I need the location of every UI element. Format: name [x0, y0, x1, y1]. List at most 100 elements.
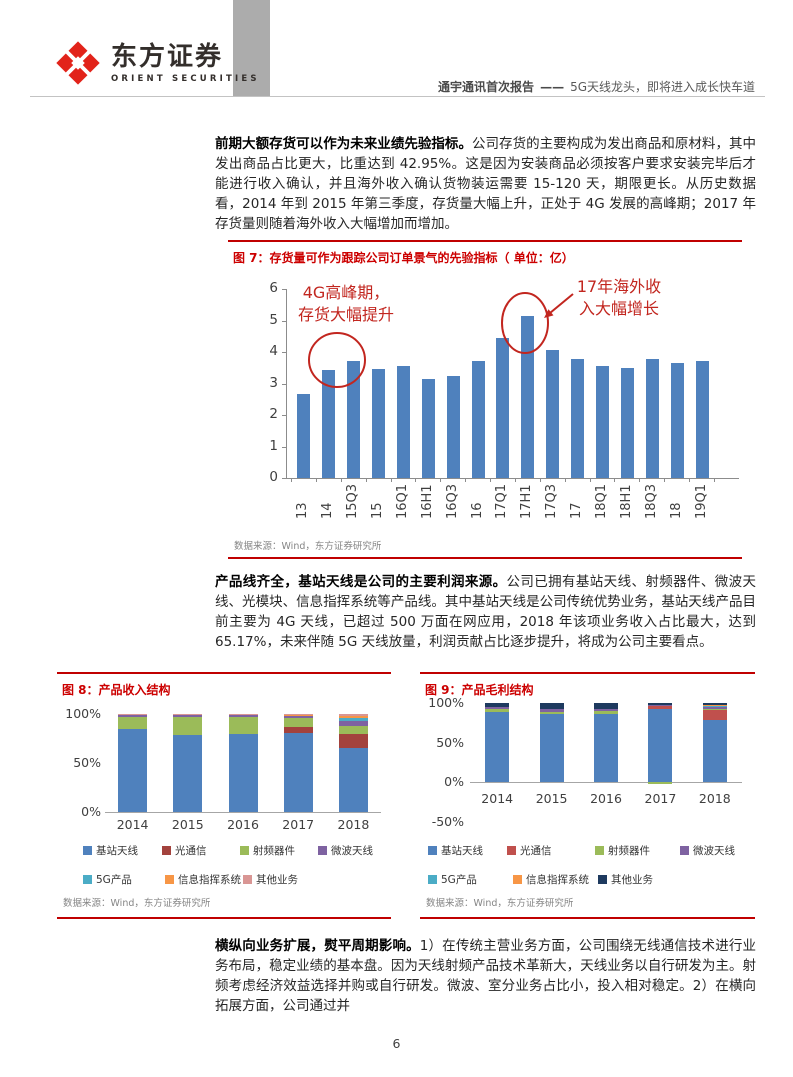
segment-基站天线 [539, 714, 564, 782]
x-tick-label: 17Q1 [494, 484, 510, 520]
y-tick [282, 289, 286, 290]
segment-基站天线 [594, 714, 619, 782]
x-tick-label: 18H1 [619, 484, 635, 520]
x-tick-label: 2016 [590, 791, 622, 806]
paragraph-text: 1）在传统主营业务方面，公司围绕无线通信技术进行业务布局，稳定业绩的基本盘。因为… [215, 938, 757, 1014]
y-tick-label: 0% [81, 804, 101, 819]
figure9-source: 数据来源：Wind，东方证券研究所 [426, 898, 574, 909]
bar-slot [665, 362, 690, 478]
stack-slot-2018 [326, 714, 381, 812]
x-slot: 15Q3 [340, 484, 365, 519]
x-tick-label: 2015 [171, 817, 204, 832]
bar-17H1 [521, 315, 535, 478]
legend-item-光通信: 光通信 [507, 843, 552, 858]
bar-slot [366, 368, 391, 478]
segment-射频器件 [118, 716, 148, 730]
x-slot: 16Q3 [440, 484, 465, 519]
y-tick-label: 100% [65, 706, 101, 721]
segment-基站天线 [702, 719, 727, 782]
bar-slot [491, 337, 516, 478]
y-tick [282, 415, 286, 416]
legend-item-5G产品: 5G产品 [428, 872, 477, 887]
x-slot: 17H1 [514, 484, 539, 519]
stack-positive [338, 714, 368, 812]
y-tick-label: 4 [269, 343, 278, 359]
legend-label: 基站天线 [441, 845, 483, 857]
x-tick [689, 478, 714, 482]
paragraph-lead: 前期大额存货可以作为未来业绩先验指标。 [215, 136, 472, 152]
x-tick [390, 478, 416, 482]
segment-微波天线 [283, 716, 313, 719]
stack-slot-2015 [160, 714, 215, 812]
bar-slot [391, 366, 416, 478]
x-slot: 18H1 [614, 484, 639, 519]
segment-微波天线 [648, 705, 673, 707]
segment-其他业务 [173, 714, 203, 716]
y-tick [282, 478, 286, 479]
segment-信息指挥系统 [702, 704, 727, 707]
legend-label: 光通信 [175, 845, 207, 857]
stack-slot-2016 [579, 703, 633, 782]
segment-微波天线 [485, 706, 510, 710]
x-tick-label: 2017 [644, 791, 677, 806]
x-slot: 17Q3 [539, 484, 564, 519]
figure7-plot [286, 289, 739, 482]
segment-基站天线 [228, 733, 258, 812]
x-tick-label: 18Q3 [644, 484, 660, 520]
segment-射频器件 [648, 782, 673, 784]
report-name: 通宇通讯首次报告 [438, 80, 535, 94]
legend-item-光通信: 光通信 [162, 843, 207, 858]
bar-16H1 [421, 378, 435, 478]
paragraph-products: 产品线齐全，基站天线是公司的主要利润来源。公司已拥有基站天线、射频器件、微波天线… [215, 572, 756, 652]
segment-其他业务 [283, 714, 313, 716]
figure8-plot [105, 714, 381, 813]
stack-positive [485, 703, 510, 782]
legend-item-微波天线: 微波天线 [680, 843, 735, 858]
bar-slot [416, 378, 441, 478]
x-tick-label: 18Q1 [594, 484, 610, 520]
bar-15 [371, 368, 385, 478]
legend-item-射频器件: 射频器件 [240, 843, 295, 858]
x-tick [490, 478, 515, 482]
header-gray-bar [233, 0, 270, 96]
bar-slot [565, 358, 590, 478]
legend-label: 信息指挥系统 [526, 874, 589, 886]
segment-基站天线 [338, 748, 368, 812]
segment-其他业务 [594, 703, 619, 709]
page-number: 6 [392, 1036, 401, 1051]
x-tick [639, 478, 664, 482]
figure-7: 图 7：存货量可作为跟踪公司订单景气的先验指标（ 单位：亿） 13 14 15Q3 1… [228, 240, 742, 559]
paragraph-lead: 产品线齐全，基站天线是公司的主要利润来源。 [215, 574, 507, 590]
x-tick-label: 2014 [481, 791, 514, 806]
stack-negative [648, 782, 673, 784]
x-tick [415, 478, 440, 482]
legend-item-信息指挥系统: 信息指挥系统 [165, 872, 241, 887]
segment-射频器件 [702, 708, 727, 711]
segment-射频器件 [228, 717, 258, 734]
y-tick-label: -50% [431, 813, 464, 829]
segment-基站天线 [485, 711, 510, 782]
legend-label: 微波天线 [331, 845, 373, 857]
stack-positive [228, 714, 258, 812]
segment-信息指挥系统 [283, 715, 313, 716]
legend-item-基站天线: 基站天线 [428, 843, 483, 858]
paragraph-text: 公司已拥有基站天线、射频器件、微波天线、光模块、信息指挥系统等产品线。其中基站天… [215, 574, 757, 650]
bar-16Q1 [396, 366, 410, 478]
y-tick [282, 446, 286, 448]
stack-slot-2014 [470, 703, 524, 782]
segment-微波天线 [338, 721, 368, 727]
x-tick-label: 2017 [282, 817, 315, 832]
segment-微波天线 [594, 708, 619, 711]
y-tick-label: 50% [436, 734, 464, 750]
bar-slot [515, 315, 540, 478]
x-tick-label: 2015 [535, 791, 568, 806]
stack-slot-2017 [271, 714, 326, 812]
figure-9: 图 9：产品毛利结构 2014 2015 2016 2017 2018 数据来源：Win… [420, 672, 755, 919]
legend-label: 5G产品 [441, 874, 477, 886]
figure9-title: 图 9：产品毛利结构 [425, 683, 534, 697]
segment-微波天线 [228, 715, 258, 718]
legend-chip [680, 846, 689, 855]
legend-chip [240, 846, 249, 855]
segment-微波天线 [702, 707, 727, 709]
x-slot: 17 [564, 484, 589, 520]
